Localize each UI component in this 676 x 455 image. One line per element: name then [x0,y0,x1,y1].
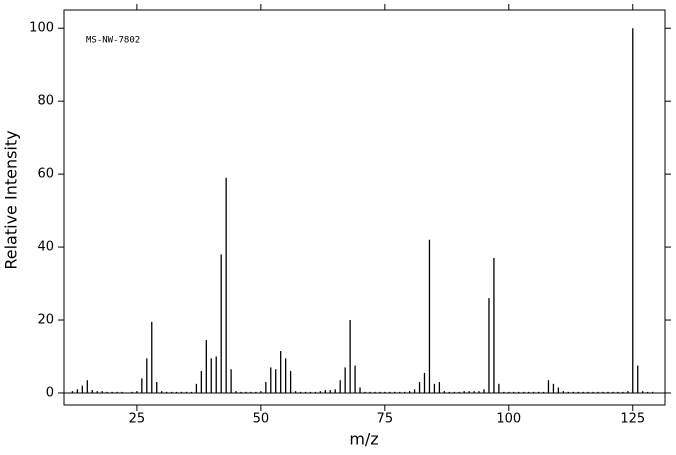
x-tick-label: 50 [253,412,270,427]
x-axis-label: m/z [349,430,378,449]
y-tick-label: 0 [46,385,54,400]
y-tick-label: 60 [37,167,54,182]
y-tick-label: 100 [29,21,54,36]
x-tick-label: 125 [620,412,645,427]
y-tick-label: 40 [37,240,54,255]
x-tick-label: 75 [377,412,394,427]
y-tick-label: 80 [37,94,54,109]
x-tick-label: 100 [496,412,521,427]
plot-frame [63,9,666,406]
y-tick-label: 20 [37,313,54,328]
annotation: MS-NW-7802 [86,36,140,46]
y-axis-label: Relative Intensity [2,130,21,269]
x-tick-label: 25 [129,412,146,427]
